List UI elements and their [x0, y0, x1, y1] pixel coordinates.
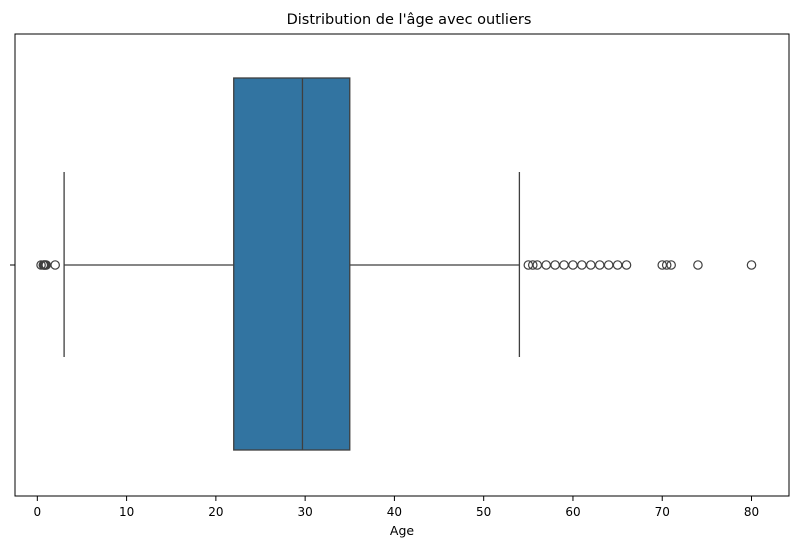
x-tick-label: 10	[119, 505, 134, 519]
outlier-point	[594, 260, 605, 270]
x-tick-label: 80	[744, 505, 759, 519]
outlier-point	[603, 260, 614, 270]
outlier-point	[50, 260, 60, 270]
outlier-point	[568, 260, 578, 270]
x-tick-label: 70	[655, 505, 670, 519]
x-axis-label: Age	[390, 523, 414, 538]
outlier-points	[36, 260, 757, 270]
outlier-point	[621, 260, 632, 270]
x-axis-ticks: 0 10 20 30 40 50 60 70 80	[33, 496, 759, 519]
x-tick-label: 0	[33, 505, 41, 519]
x-tick-label: 30	[297, 505, 312, 519]
box-plot	[63, 77, 521, 451]
outlier-point	[527, 260, 538, 270]
outlier-point	[612, 260, 623, 270]
chart-title: Distribution de l'âge avec outliers	[287, 12, 532, 28]
outlier-point	[541, 260, 551, 270]
outlier-point	[586, 260, 596, 270]
outlier-point	[666, 260, 676, 270]
x-tick-label: 50	[476, 505, 491, 519]
interquartile-box	[233, 77, 351, 451]
outlier-point	[550, 260, 560, 270]
outlier-point	[746, 260, 757, 270]
outlier-point	[559, 260, 569, 270]
x-tick-label: 40	[387, 505, 402, 519]
outlier-point	[693, 260, 703, 270]
x-tick-label: 60	[565, 505, 580, 519]
outlier-point	[661, 260, 672, 270]
x-tick-label: 20	[208, 505, 223, 519]
outlier-point	[577, 260, 587, 270]
